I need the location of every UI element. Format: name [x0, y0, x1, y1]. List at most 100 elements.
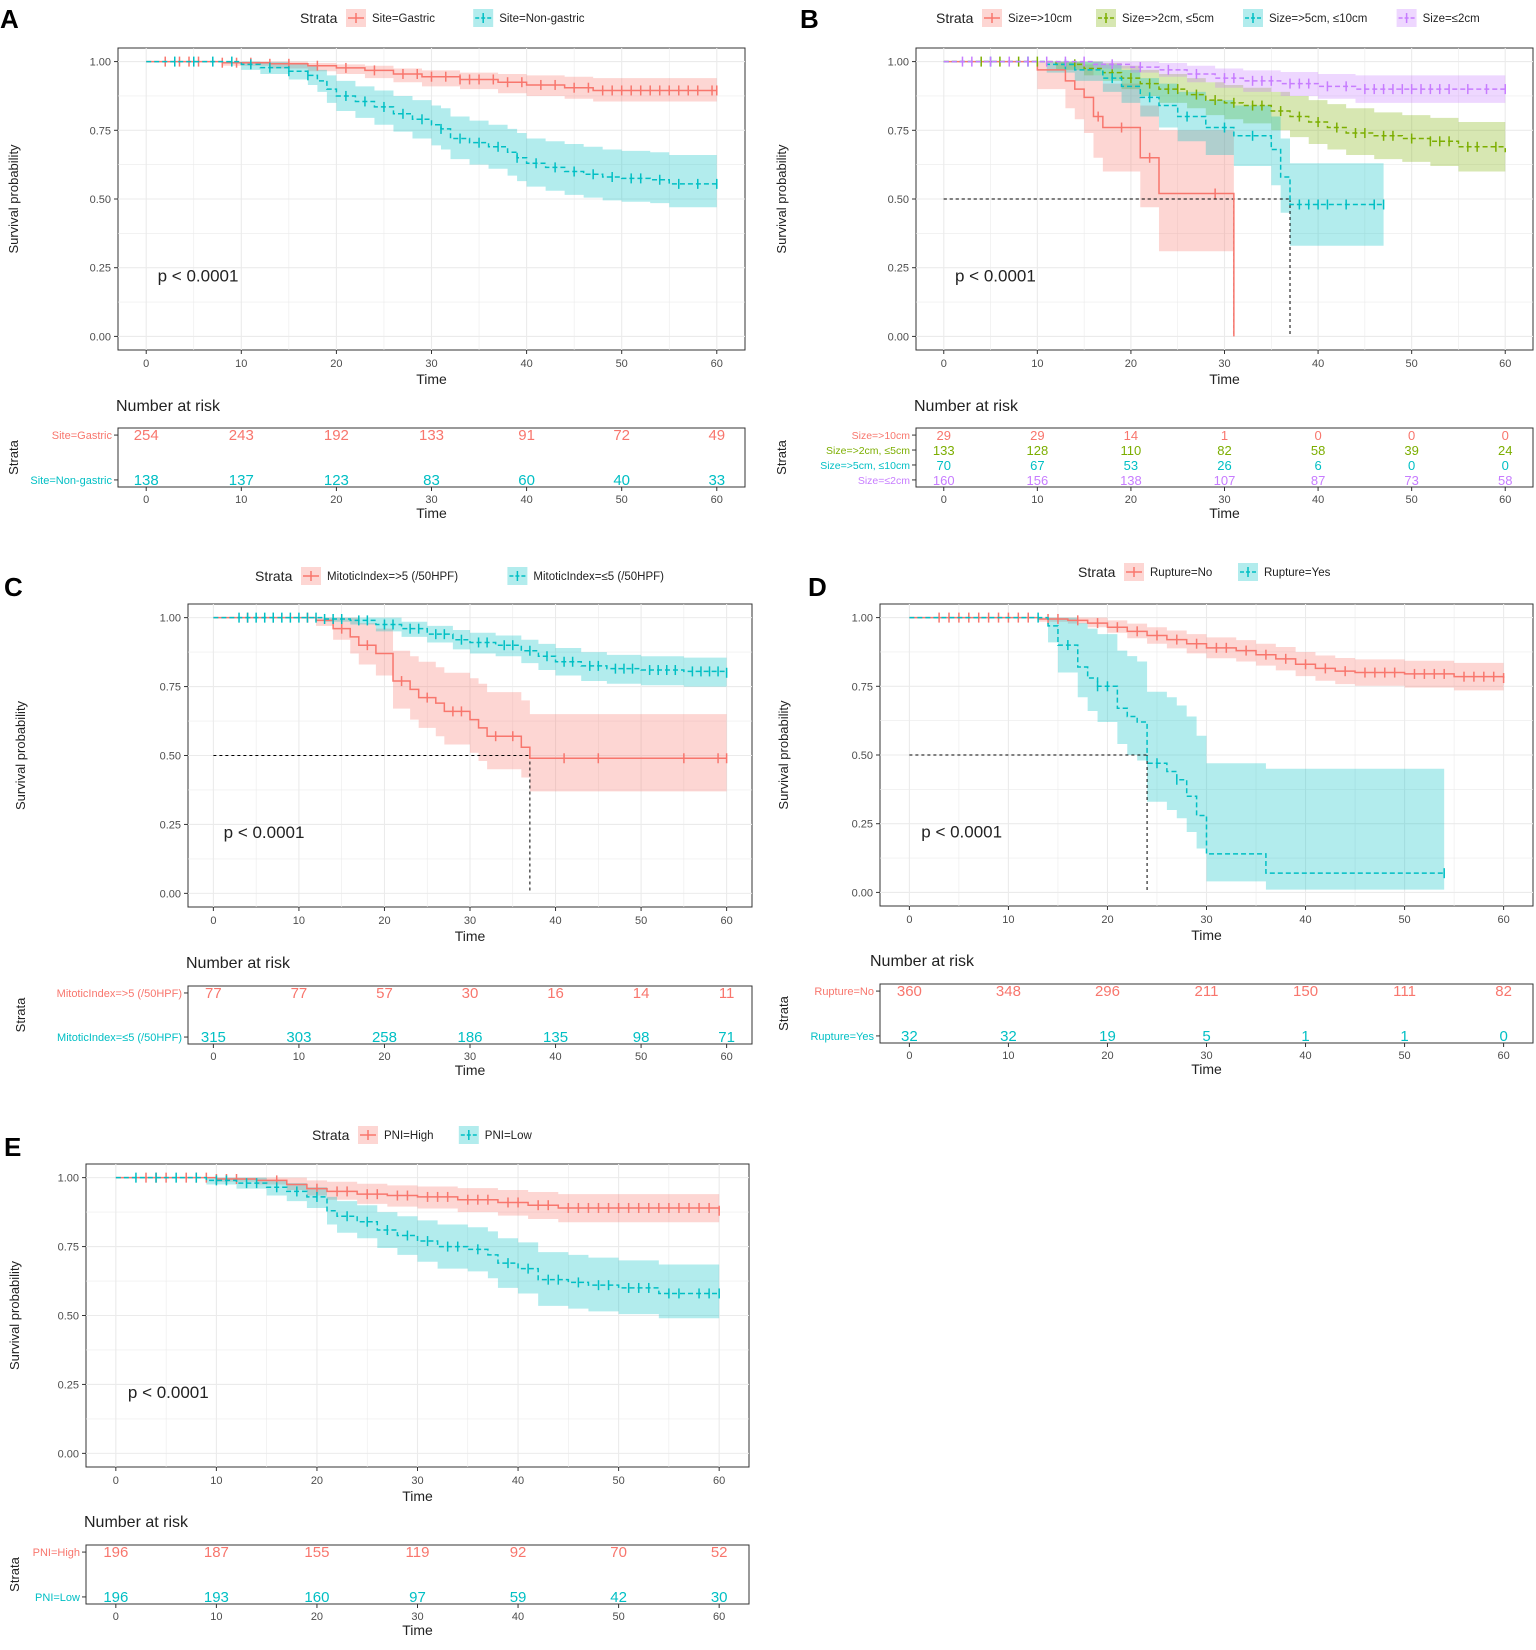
risk-count: 29	[1030, 428, 1044, 443]
risk-count: 30	[462, 985, 479, 1002]
legend: Strata PNI=High PNI=Low	[312, 1126, 532, 1144]
x-tick-label: 40	[512, 1475, 524, 1487]
confidence-band	[943, 61, 1384, 246]
legend-label: Rupture=Yes	[1264, 567, 1331, 579]
risk-count: 315	[201, 1029, 226, 1046]
risk-count: 98	[633, 1029, 650, 1046]
risk-count: 193	[204, 1589, 229, 1606]
risk-count: 42	[610, 1589, 627, 1606]
risk-count: 71	[718, 1029, 735, 1046]
legend-label: Size=≤2cm	[1423, 13, 1480, 25]
risk-x-tick-label: 60	[713, 1611, 725, 1623]
risk-y-axis-label: Strata	[13, 997, 28, 1032]
risk-row-label: PNI=Low	[35, 1592, 80, 1604]
risk-count: 135	[543, 1029, 568, 1046]
risk-row-label: Size=>5cm, ≤10cm	[820, 460, 910, 472]
risk-table-frame	[117, 427, 746, 488]
survival-plot: 0 10 20 30 40 50 60 0.00 0.25 0.50 0.75 1.00 Time Sur…	[7, 1163, 750, 1504]
risk-x-tick-label: 30	[464, 1051, 476, 1063]
survival-curve	[115, 1176, 720, 1295]
risk-table: Number at risk Site=Gastric 254 243 192 133 91…	[6, 398, 746, 521]
legend-label: Rupture=No	[1150, 567, 1212, 579]
confidence-band	[943, 61, 1506, 178]
x-tick-label: 50	[1398, 914, 1410, 926]
y-tick-label: 0.00	[160, 888, 181, 900]
risk-count: 24	[1498, 443, 1512, 458]
y-tick-label: 0.25	[90, 263, 111, 275]
risk-count: 348	[996, 983, 1021, 1000]
risk-y-axis-label: Strata	[6, 439, 21, 474]
x-tick-label: 0	[143, 358, 149, 370]
risk-count: 40	[613, 472, 630, 489]
y-tick-label: 0.25	[58, 1379, 79, 1391]
risk-count: 91	[518, 427, 535, 444]
risk-table: Number at risk PNI=High 196 187 155 119 92 70 52…	[7, 1514, 750, 1638]
risk-x-tick-label: 60	[720, 1051, 732, 1063]
y-tick-label: 0.50	[852, 750, 873, 762]
risk-table-frame	[85, 1544, 750, 1605]
risk-count: 26	[1217, 458, 1231, 473]
x-tick-label: 20	[1125, 358, 1137, 370]
panel-letter-b: B	[800, 4, 819, 34]
risk-count: 83	[423, 472, 440, 489]
legend: Strata Site=Gastric Site=Non-gastric	[300, 9, 585, 27]
y-tick-label: 1.00	[888, 57, 909, 69]
risk-y-axis-label: Strata	[7, 1556, 22, 1591]
risk-count: 82	[1495, 983, 1512, 1000]
legend-title: Strata	[255, 568, 293, 584]
legend-label: MitoticIndex=>5 (/50HPF)	[327, 571, 458, 583]
y-tick-label: 0.25	[852, 819, 873, 831]
y-tick-label: 0.75	[90, 125, 111, 137]
risk-x-tick-label: 10	[293, 1051, 305, 1063]
risk-x-tick-label: 40	[520, 494, 532, 506]
y-tick-label: 1.00	[160, 613, 181, 625]
risk-count: 5	[1202, 1028, 1210, 1045]
risk-x-tick-label: 0	[906, 1050, 912, 1062]
panel-letter-d: D	[808, 572, 827, 602]
p-value: p < 0.0001	[955, 266, 1036, 285]
x-axis-label: Time	[1191, 927, 1222, 943]
x-tick-label: 60	[720, 915, 732, 927]
risk-count: 133	[933, 443, 955, 458]
panel-b: B Strata Size=>10cm Size=>2cm, ≤5cm Size=>5c…	[774, 4, 1534, 521]
survival-curve	[909, 616, 1445, 874]
survival-curve	[146, 60, 717, 185]
risk-row-label: MitoticIndex=>5 (/50HPF)	[57, 988, 182, 1000]
risk-x-tick-label: 60	[1497, 1050, 1509, 1062]
x-tick-label: 50	[612, 1475, 624, 1487]
y-tick-label: 0.50	[58, 1311, 79, 1323]
risk-table-title: Number at risk	[186, 955, 291, 972]
y-axis-label: Survival probability	[7, 1260, 22, 1370]
risk-count: 196	[103, 1544, 128, 1561]
risk-count: 77	[291, 985, 308, 1002]
y-tick-label: 0.25	[888, 263, 909, 275]
risk-count: 32	[901, 1028, 918, 1045]
x-tick-label: 60	[1499, 358, 1511, 370]
y-tick-label: 0.75	[160, 682, 181, 694]
risk-count: 1	[1400, 1028, 1408, 1045]
y-tick-label: 0.00	[852, 887, 873, 899]
risk-count: 0	[1408, 428, 1415, 443]
risk-x-tick-label: 20	[330, 494, 342, 506]
survival-curve	[213, 616, 727, 760]
risk-count: 53	[1124, 458, 1138, 473]
risk-x-tick-label: 60	[711, 494, 723, 506]
risk-x-tick-label: 40	[1312, 494, 1324, 506]
risk-count: 16	[547, 985, 564, 1002]
y-tick-label: 0.75	[888, 125, 909, 137]
risk-x-axis-label: Time	[455, 1062, 486, 1078]
x-tick-label: 30	[425, 358, 437, 370]
risk-count: 29	[937, 428, 951, 443]
p-value: p < 0.0001	[158, 266, 239, 285]
confidence-band	[909, 617, 1445, 890]
x-tick-label: 30	[1200, 914, 1212, 926]
legend-title: Strata	[936, 10, 974, 26]
panel-letter-c: C	[4, 572, 23, 602]
x-axis-label: Time	[416, 371, 447, 387]
legend-label: Size=>2cm, ≤5cm	[1122, 13, 1214, 25]
risk-count: 156	[1026, 473, 1048, 488]
risk-count: 73	[1404, 473, 1418, 488]
risk-x-tick-label: 0	[113, 1611, 119, 1623]
risk-count: 1	[1301, 1028, 1309, 1045]
